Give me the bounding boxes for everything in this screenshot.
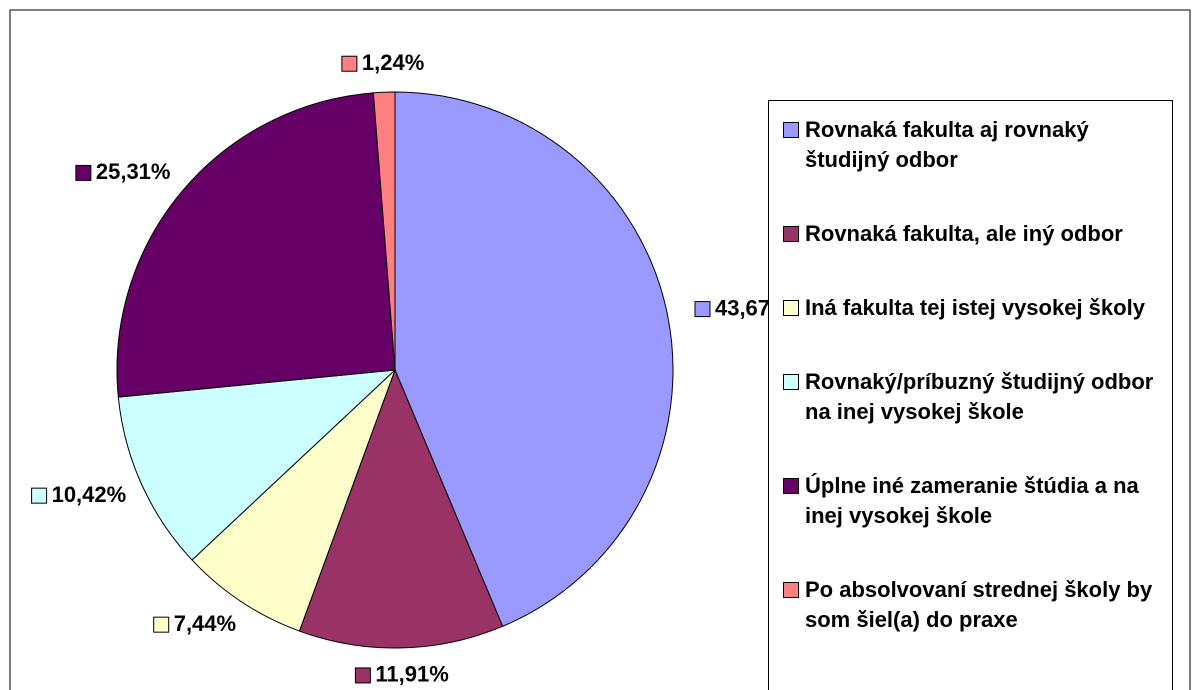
pie-slice	[117, 369, 397, 561]
legend-entry: Rovnaký/príbuzný študijný odbor na inej …	[783, 367, 1164, 427]
data-label-swatch	[153, 616, 170, 633]
legend-swatch	[783, 300, 799, 316]
legend-swatch	[783, 374, 799, 390]
pie-slice	[116, 92, 396, 398]
data-label: 25,31%	[96, 159, 171, 184]
data-label: 1,24%	[362, 50, 424, 75]
legend-label: Po absolvovaní strednej školy by som šie…	[805, 577, 1153, 632]
chart-border	[9, 9, 1191, 690]
legend-entry: Iná fakulta tej istej vysokej školy	[783, 293, 1164, 323]
legend-swatch	[783, 582, 799, 598]
data-label: 10,42%	[52, 482, 127, 507]
legend-entry: Rovnaká fakulta aj rovnaký študijný odbo…	[783, 115, 1164, 175]
data-label: 7,44%	[174, 611, 236, 636]
pie-slice	[298, 368, 504, 649]
legend-label: Iná fakulta tej istej vysokej školy	[805, 295, 1145, 320]
legend-label: Úplne iné zameranie štúdia a na inej vys…	[805, 473, 1139, 528]
legend-entry: Po absolvovaní strednej školy by som šie…	[783, 575, 1164, 635]
data-label-swatch	[694, 301, 711, 318]
legend-swatch	[783, 226, 799, 242]
data-label-swatch	[354, 667, 371, 684]
pie-slice	[372, 91, 396, 371]
legend-label: Rovnaký/príbuzný študijný odbor na inej …	[805, 369, 1154, 424]
data-label-swatch	[31, 487, 48, 504]
legend-entry: Úplne iné zameranie štúdia a na inej vys…	[783, 471, 1164, 531]
legend: Rovnaká fakulta aj rovnaký študijný odbo…	[768, 100, 1173, 690]
data-label-swatch	[75, 164, 92, 181]
legend-entry: Rovnaká fakulta, ale iný odbor	[783, 219, 1164, 249]
legend-label: Rovnaká fakulta aj rovnaký študijný odbo…	[805, 117, 1089, 172]
data-label-swatch	[341, 55, 358, 72]
data-label: 11,91%	[375, 662, 448, 687]
pie-slice	[394, 91, 674, 627]
legend-swatch	[783, 478, 799, 494]
legend-label: Rovnaká fakulta, ale iný odbor	[805, 221, 1123, 246]
legend-swatch	[783, 122, 799, 138]
pie-slice	[191, 369, 396, 632]
